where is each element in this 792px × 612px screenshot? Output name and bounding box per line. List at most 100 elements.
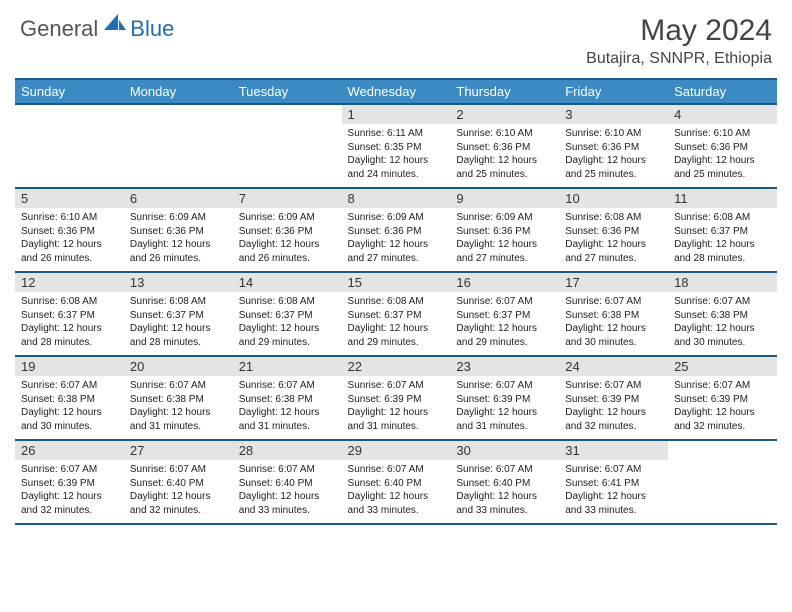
calendar-cell: 29Sunrise: 6:07 AMSunset: 6:40 PMDayligh… <box>342 440 451 524</box>
day-header: Saturday <box>668 79 777 104</box>
day-details: Sunrise: 6:09 AMSunset: 6:36 PMDaylight:… <box>342 208 451 269</box>
calendar-row: 26Sunrise: 6:07 AMSunset: 6:39 PMDayligh… <box>15 440 777 524</box>
day-details: Sunrise: 6:07 AMSunset: 6:40 PMDaylight:… <box>342 460 451 521</box>
location-text: Butajira, SNNPR, Ethiopia <box>586 50 772 68</box>
day-details: Sunrise: 6:09 AMSunset: 6:36 PMDaylight:… <box>124 208 233 269</box>
calendar-cell: 6Sunrise: 6:09 AMSunset: 6:36 PMDaylight… <box>124 188 233 272</box>
calendar-cell: 7Sunrise: 6:09 AMSunset: 6:36 PMDaylight… <box>233 188 342 272</box>
calendar-cell: 10Sunrise: 6:08 AMSunset: 6:36 PMDayligh… <box>559 188 668 272</box>
calendar-cell <box>233 104 342 188</box>
day-number: 18 <box>668 273 777 292</box>
calendar-cell: 24Sunrise: 6:07 AMSunset: 6:39 PMDayligh… <box>559 356 668 440</box>
day-number: 31 <box>559 441 668 460</box>
day-details: Sunrise: 6:08 AMSunset: 6:37 PMDaylight:… <box>124 292 233 353</box>
calendar-cell: 15Sunrise: 6:08 AMSunset: 6:37 PMDayligh… <box>342 272 451 356</box>
page-header: General Blue May 2024 Butajira, SNNPR, E… <box>0 0 792 72</box>
calendar-row: 1Sunrise: 6:11 AMSunset: 6:35 PMDaylight… <box>15 104 777 188</box>
day-details: Sunrise: 6:07 AMSunset: 6:38 PMDaylight:… <box>15 376 124 437</box>
day-number: 4 <box>668 105 777 124</box>
calendar-cell: 22Sunrise: 6:07 AMSunset: 6:39 PMDayligh… <box>342 356 451 440</box>
logo-sail-icon <box>104 14 126 37</box>
day-details: Sunrise: 6:07 AMSunset: 6:39 PMDaylight:… <box>559 376 668 437</box>
day-number: 23 <box>450 357 559 376</box>
day-details: Sunrise: 6:10 AMSunset: 6:36 PMDaylight:… <box>668 124 777 185</box>
calendar-cell: 3Sunrise: 6:10 AMSunset: 6:36 PMDaylight… <box>559 104 668 188</box>
logo-text-general: General <box>20 16 98 42</box>
day-number: 8 <box>342 189 451 208</box>
day-number: 1 <box>342 105 451 124</box>
day-details: Sunrise: 6:08 AMSunset: 6:37 PMDaylight:… <box>342 292 451 353</box>
day-number: 17 <box>559 273 668 292</box>
day-header: Thursday <box>450 79 559 104</box>
day-details: Sunrise: 6:09 AMSunset: 6:36 PMDaylight:… <box>233 208 342 269</box>
day-details: Sunrise: 6:08 AMSunset: 6:37 PMDaylight:… <box>668 208 777 269</box>
day-number: 25 <box>668 357 777 376</box>
day-details: Sunrise: 6:07 AMSunset: 6:38 PMDaylight:… <box>124 376 233 437</box>
day-number: 22 <box>342 357 451 376</box>
calendar-row: 5Sunrise: 6:10 AMSunset: 6:36 PMDaylight… <box>15 188 777 272</box>
day-details: Sunrise: 6:07 AMSunset: 6:38 PMDaylight:… <box>559 292 668 353</box>
day-number: 3 <box>559 105 668 124</box>
day-number: 5 <box>15 189 124 208</box>
day-details: Sunrise: 6:07 AMSunset: 6:40 PMDaylight:… <box>233 460 342 521</box>
day-details: Sunrise: 6:10 AMSunset: 6:36 PMDaylight:… <box>559 124 668 185</box>
calendar-cell: 31Sunrise: 6:07 AMSunset: 6:41 PMDayligh… <box>559 440 668 524</box>
calendar-cell: 12Sunrise: 6:08 AMSunset: 6:37 PMDayligh… <box>15 272 124 356</box>
day-details: Sunrise: 6:08 AMSunset: 6:37 PMDaylight:… <box>233 292 342 353</box>
day-number: 13 <box>124 273 233 292</box>
day-header: Monday <box>124 79 233 104</box>
day-details: Sunrise: 6:07 AMSunset: 6:38 PMDaylight:… <box>668 292 777 353</box>
day-number: 27 <box>124 441 233 460</box>
calendar-cell: 9Sunrise: 6:09 AMSunset: 6:36 PMDaylight… <box>450 188 559 272</box>
day-details: Sunrise: 6:07 AMSunset: 6:41 PMDaylight:… <box>559 460 668 521</box>
month-title: May 2024 <box>586 14 772 48</box>
calendar-row: 19Sunrise: 6:07 AMSunset: 6:38 PMDayligh… <box>15 356 777 440</box>
day-number: 12 <box>15 273 124 292</box>
day-header: Wednesday <box>342 79 451 104</box>
calendar-cell: 8Sunrise: 6:09 AMSunset: 6:36 PMDaylight… <box>342 188 451 272</box>
calendar-cell: 21Sunrise: 6:07 AMSunset: 6:38 PMDayligh… <box>233 356 342 440</box>
calendar-cell: 1Sunrise: 6:11 AMSunset: 6:35 PMDaylight… <box>342 104 451 188</box>
calendar-cell: 18Sunrise: 6:07 AMSunset: 6:38 PMDayligh… <box>668 272 777 356</box>
day-number: 9 <box>450 189 559 208</box>
day-details: Sunrise: 6:09 AMSunset: 6:36 PMDaylight:… <box>450 208 559 269</box>
day-header-row: Sunday Monday Tuesday Wednesday Thursday… <box>15 79 777 104</box>
calendar-cell <box>668 440 777 524</box>
day-details: Sunrise: 6:07 AMSunset: 6:39 PMDaylight:… <box>668 376 777 437</box>
day-number: 19 <box>15 357 124 376</box>
day-header: Sunday <box>15 79 124 104</box>
calendar-body: 1Sunrise: 6:11 AMSunset: 6:35 PMDaylight… <box>15 104 777 524</box>
day-details: Sunrise: 6:07 AMSunset: 6:39 PMDaylight:… <box>15 460 124 521</box>
calendar-cell: 25Sunrise: 6:07 AMSunset: 6:39 PMDayligh… <box>668 356 777 440</box>
day-number: 14 <box>233 273 342 292</box>
calendar-cell: 13Sunrise: 6:08 AMSunset: 6:37 PMDayligh… <box>124 272 233 356</box>
day-number: 24 <box>559 357 668 376</box>
calendar-cell: 16Sunrise: 6:07 AMSunset: 6:37 PMDayligh… <box>450 272 559 356</box>
calendar-table: Sunday Monday Tuesday Wednesday Thursday… <box>15 78 777 525</box>
calendar-cell: 14Sunrise: 6:08 AMSunset: 6:37 PMDayligh… <box>233 272 342 356</box>
calendar-cell: 26Sunrise: 6:07 AMSunset: 6:39 PMDayligh… <box>15 440 124 524</box>
calendar-cell: 27Sunrise: 6:07 AMSunset: 6:40 PMDayligh… <box>124 440 233 524</box>
calendar-cell: 5Sunrise: 6:10 AMSunset: 6:36 PMDaylight… <box>15 188 124 272</box>
day-number: 2 <box>450 105 559 124</box>
calendar-cell: 2Sunrise: 6:10 AMSunset: 6:36 PMDaylight… <box>450 104 559 188</box>
calendar-cell: 23Sunrise: 6:07 AMSunset: 6:39 PMDayligh… <box>450 356 559 440</box>
calendar-row: 12Sunrise: 6:08 AMSunset: 6:37 PMDayligh… <box>15 272 777 356</box>
day-details: Sunrise: 6:11 AMSunset: 6:35 PMDaylight:… <box>342 124 451 185</box>
day-number: 30 <box>450 441 559 460</box>
day-details: Sunrise: 6:07 AMSunset: 6:38 PMDaylight:… <box>233 376 342 437</box>
day-details: Sunrise: 6:10 AMSunset: 6:36 PMDaylight:… <box>450 124 559 185</box>
day-details: Sunrise: 6:07 AMSunset: 6:39 PMDaylight:… <box>342 376 451 437</box>
day-details: Sunrise: 6:07 AMSunset: 6:39 PMDaylight:… <box>450 376 559 437</box>
calendar-cell: 19Sunrise: 6:07 AMSunset: 6:38 PMDayligh… <box>15 356 124 440</box>
calendar-cell <box>124 104 233 188</box>
calendar-cell: 20Sunrise: 6:07 AMSunset: 6:38 PMDayligh… <box>124 356 233 440</box>
day-number: 29 <box>342 441 451 460</box>
calendar-cell: 30Sunrise: 6:07 AMSunset: 6:40 PMDayligh… <box>450 440 559 524</box>
day-number: 28 <box>233 441 342 460</box>
day-details: Sunrise: 6:08 AMSunset: 6:37 PMDaylight:… <box>15 292 124 353</box>
day-number: 6 <box>124 189 233 208</box>
logo: General Blue <box>20 14 174 43</box>
day-details: Sunrise: 6:07 AMSunset: 6:40 PMDaylight:… <box>124 460 233 521</box>
day-header: Friday <box>559 79 668 104</box>
